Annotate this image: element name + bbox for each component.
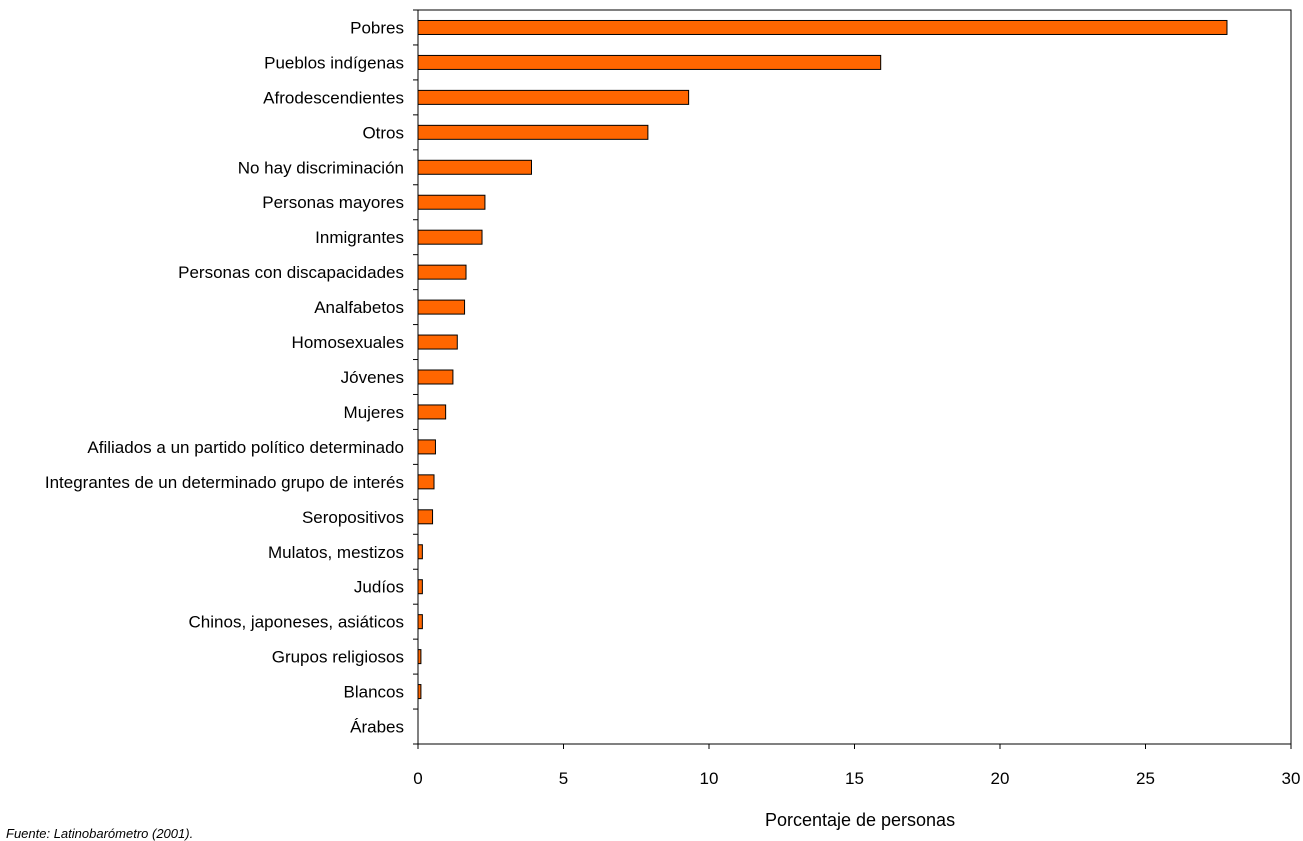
category-label: No hay discriminación [238,158,404,177]
category-label: Personas con discapacidades [178,263,404,282]
bar-mulatos-mestizos [417,544,423,560]
x-tick-label: 20 [991,769,1010,788]
category-label: Blancos [344,683,404,702]
category-label: Chinos, japoneses, asiáticos [189,613,404,632]
category-label: Otros [362,123,404,142]
category-label: Grupos religiosos [272,648,404,667]
bar-analfabetos [417,299,466,315]
bar-seropositivos [417,509,434,525]
category-label: Seropositivos [302,508,404,527]
source-text: Latinobarómetro (2001). [50,826,194,841]
category-labels-group: Pobres Pueblos indígenas Afrodescendientes… [45,18,404,736]
bar-jovenes [417,369,454,385]
bar-grupos-religiosos [417,649,422,665]
x-tick-label: 30 [1282,769,1301,788]
category-label: Jóvenes [341,368,404,387]
bar-personas-mayores [417,194,486,210]
category-label: Árabes [350,718,404,737]
bar-judios [417,579,423,595]
category-label: Personas mayores [262,193,404,212]
bar-integrantes-de-un-determinado-grupo-de-interes [417,474,435,490]
bars-group [417,19,1228,700]
bar-homosexuales [417,334,458,350]
bar-no-hay-discriminacion [417,159,532,175]
bar-afrodescendientes [417,89,690,105]
x-ticks-group: 0 5 10 15 20 25 30 [413,744,1300,788]
source-prefix: Fuente: [6,826,51,841]
category-label: Pobres [350,18,404,37]
category-label: Integrantes de un determinado grupo de i… [45,473,404,492]
category-label: Inmigrantes [315,228,404,247]
category-label: Afrodescendientes [263,88,404,107]
bar-otros [417,124,649,140]
bar-pueblos-indigenas [417,54,882,70]
bar-blancos [417,684,422,700]
category-label: Mujeres [344,403,404,422]
bar-personas-con-discapacidades [417,264,467,280]
x-tick-label: 10 [700,769,719,788]
bar-inmigrantes [417,229,483,245]
category-label: Homosexuales [292,333,404,352]
category-label: Analfabetos [314,298,404,317]
bar-chinos-japoneses-asiaticos [417,614,423,630]
x-tick-label: 15 [845,769,864,788]
category-label: Pueblos indígenas [264,53,404,72]
x-tick-label: 25 [1136,769,1155,788]
category-label: Mulatos, mestizos [268,543,404,562]
bar-afiliados-a-un-partido-politico-determinado [417,439,436,455]
x-tick-label: 0 [413,769,422,788]
x-axis-title: Porcentaje de personas [765,810,955,830]
category-label: Afiliados a un partido político determin… [87,438,404,457]
category-label: Judíos [354,578,404,597]
plot-area [417,9,1292,745]
bar-pobres [417,19,1228,35]
source-note: Fuente: Latinobarómetro (2001). [6,826,193,841]
x-tick-label: 5 [559,769,568,788]
y-ticks-group [413,9,418,745]
bar-mujeres [417,404,447,420]
